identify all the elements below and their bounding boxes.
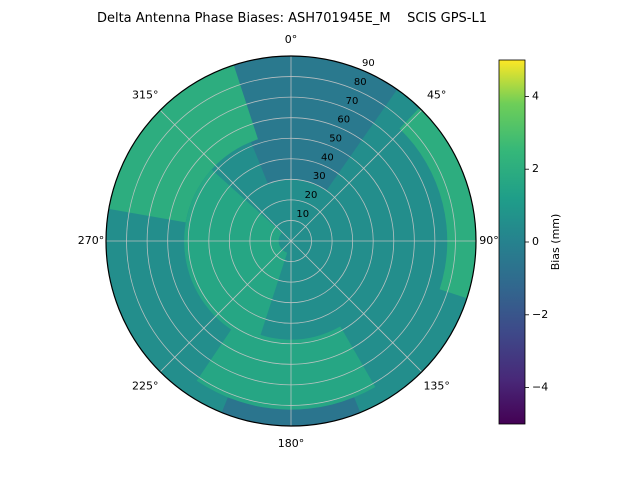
colorbar-tick-label: 0: [532, 235, 539, 248]
polar-axis-boundary: [105, 55, 477, 427]
radial-tick-label: 10: [296, 209, 309, 220]
contour-region-upper-left-green: [108, 65, 258, 223]
angular-tick-label: 45°: [427, 88, 447, 101]
angular-tick-label: 135°: [423, 380, 450, 393]
angular-gridline: [290, 240, 423, 373]
angular-tick-label: 315°: [132, 88, 159, 101]
contour-region-right-edge-green: [399, 107, 476, 299]
angular-tick-label: 225°: [132, 380, 159, 393]
contour-region-top-dark: [221, 56, 398, 191]
colorbar-tick-label: 2: [532, 162, 539, 175]
angular-tick-label: 0°: [285, 33, 298, 46]
angular-gridline: [159, 109, 292, 242]
polar-plot: 10 20 30 40 50 60 70 80 90 0° 45° 90° 135° 180° 225° 27…: [78, 33, 499, 450]
angular-gridline: [159, 240, 292, 373]
angular-tick-label: 90°: [479, 234, 499, 247]
radial-tick-label: 60: [337, 115, 350, 126]
contour-region-center-left-green: [184, 169, 288, 343]
colorbar-tick-label: 4: [532, 89, 539, 102]
colorbar-tick-label: −4: [532, 381, 548, 394]
radial-tick-label: 90: [362, 58, 375, 69]
colorbar-bar: [498, 59, 526, 425]
radial-tick-label: 70: [346, 96, 359, 107]
angular-gridline: [290, 109, 423, 242]
radial-tick-label: 20: [305, 190, 318, 201]
radial-tick-label: 30: [313, 171, 326, 182]
radial-tick-label: 40: [321, 152, 334, 163]
angular-tick-label: 180°: [278, 437, 305, 450]
angular-tick-label: 270°: [78, 234, 105, 247]
colorbar-axis-label: Bias (mm): [549, 214, 562, 271]
radial-tick-label: 50: [329, 134, 342, 145]
colorbar-tick-label: −2: [532, 308, 548, 321]
contour-region-bottom-green: [196, 322, 376, 410]
radial-tick-label: 80: [354, 77, 367, 88]
figure-title: Delta Antenna Phase Biases: ASH701945E_M…: [97, 11, 487, 26]
colorbar: 4 2 0 −2 −4 Bias (mm): [498, 59, 562, 425]
